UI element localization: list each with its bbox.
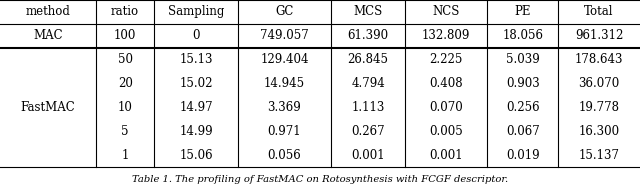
- Text: 50: 50: [118, 53, 132, 66]
- Text: 0.408: 0.408: [429, 77, 463, 90]
- Text: 14.945: 14.945: [264, 77, 305, 90]
- Text: 0.256: 0.256: [506, 101, 540, 114]
- Text: 16.300: 16.300: [579, 125, 620, 138]
- Text: 15.02: 15.02: [179, 77, 213, 90]
- Text: 961.312: 961.312: [575, 29, 623, 42]
- Text: 15.137: 15.137: [579, 149, 620, 162]
- Text: Total: Total: [584, 5, 614, 18]
- Text: 0.005: 0.005: [429, 125, 463, 138]
- Text: 3.369: 3.369: [268, 101, 301, 114]
- Text: 1: 1: [122, 149, 129, 162]
- Text: ratio: ratio: [111, 5, 140, 18]
- Text: 5: 5: [122, 125, 129, 138]
- Text: GC: GC: [275, 5, 294, 18]
- Text: 132.809: 132.809: [422, 29, 470, 42]
- Text: 0: 0: [193, 29, 200, 42]
- Text: MAC: MAC: [33, 29, 63, 42]
- Text: 61.390: 61.390: [348, 29, 388, 42]
- Text: Table 1. The profiling of FastMAC on Rotosynthesis with FCGF descriptor.: Table 1. The profiling of FastMAC on Rot…: [132, 175, 508, 184]
- Text: 749.057: 749.057: [260, 29, 309, 42]
- Text: 0.070: 0.070: [429, 101, 463, 114]
- Text: 0.903: 0.903: [506, 77, 540, 90]
- Text: 19.778: 19.778: [579, 101, 620, 114]
- Text: 14.97: 14.97: [179, 101, 213, 114]
- Text: 0.267: 0.267: [351, 125, 385, 138]
- Text: 15.06: 15.06: [179, 149, 213, 162]
- Text: 178.643: 178.643: [575, 53, 623, 66]
- Text: 0.971: 0.971: [268, 125, 301, 138]
- Text: FastMAC: FastMAC: [20, 101, 76, 114]
- Text: 100: 100: [114, 29, 136, 42]
- Text: 0.067: 0.067: [506, 125, 540, 138]
- Text: method: method: [26, 5, 70, 18]
- Text: 1.113: 1.113: [351, 101, 385, 114]
- Text: MCS: MCS: [353, 5, 383, 18]
- Text: 0.056: 0.056: [268, 149, 301, 162]
- Text: 36.070: 36.070: [579, 77, 620, 90]
- Text: 129.404: 129.404: [260, 53, 308, 66]
- Text: 0.001: 0.001: [429, 149, 463, 162]
- Text: 2.225: 2.225: [429, 53, 463, 66]
- Text: 10: 10: [118, 101, 132, 114]
- Text: 5.039: 5.039: [506, 53, 540, 66]
- Text: 0.019: 0.019: [506, 149, 540, 162]
- Text: 4.794: 4.794: [351, 77, 385, 90]
- Text: 0.001: 0.001: [351, 149, 385, 162]
- Text: PE: PE: [515, 5, 531, 18]
- Text: Sampling: Sampling: [168, 5, 225, 18]
- Text: 18.056: 18.056: [502, 29, 543, 42]
- Text: 26.845: 26.845: [348, 53, 388, 66]
- Text: NCS: NCS: [433, 5, 460, 18]
- Text: 20: 20: [118, 77, 132, 90]
- Text: 14.99: 14.99: [179, 125, 213, 138]
- Text: 15.13: 15.13: [179, 53, 213, 66]
